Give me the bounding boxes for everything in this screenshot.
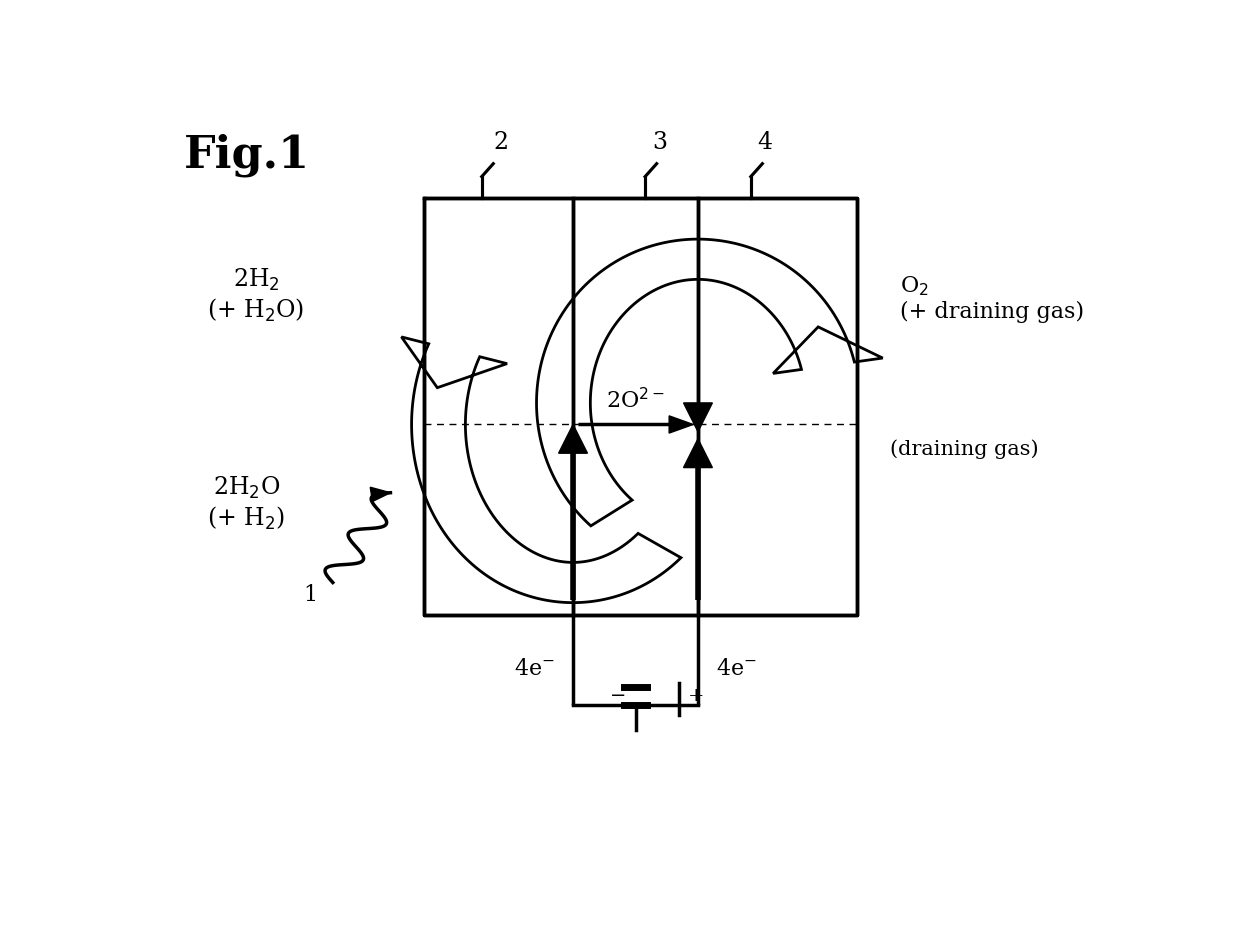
Text: 4e$^{-}$: 4e$^{-}$ [515,658,556,680]
Text: −: − [610,687,626,705]
Text: 2: 2 [494,131,508,154]
Polygon shape [683,439,712,467]
Text: 4e$^{-}$: 4e$^{-}$ [715,658,756,680]
Polygon shape [371,487,391,502]
Polygon shape [537,239,883,526]
Text: 2H$_2$O
(+ H$_2$): 2H$_2$O (+ H$_2$) [207,475,285,533]
Text: +: + [688,687,704,705]
Polygon shape [558,425,588,453]
Text: 1: 1 [304,584,317,606]
Text: 4: 4 [758,131,773,154]
Text: 3: 3 [652,131,667,154]
Text: (draining gas): (draining gas) [890,439,1039,459]
Polygon shape [683,403,712,432]
Text: 2H$_2$
(+ H$_2$O): 2H$_2$ (+ H$_2$O) [207,266,305,324]
Text: O$_2$
(+ draining gas): O$_2$ (+ draining gas) [900,274,1084,324]
Polygon shape [402,337,681,603]
Text: 2O$^{2-}$: 2O$^{2-}$ [606,388,665,413]
Polygon shape [670,416,693,433]
Text: Fig.1: Fig.1 [184,133,310,177]
